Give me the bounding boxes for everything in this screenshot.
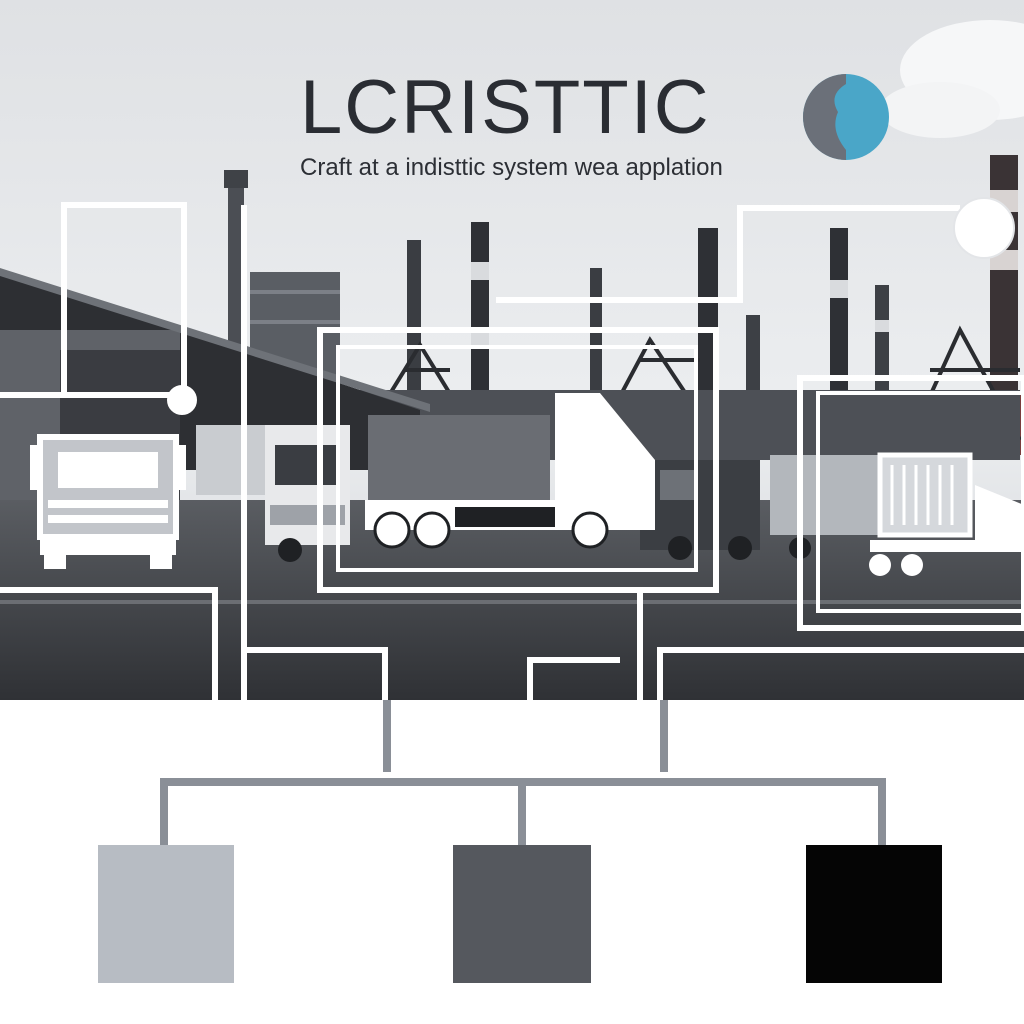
color-swatch-light (98, 845, 234, 983)
truck-background (196, 425, 890, 562)
ground-stripe (0, 600, 1024, 604)
cloud (880, 82, 1000, 138)
tree-connectors (160, 700, 886, 845)
color-swatch-dark (806, 845, 942, 983)
container-truck-icon (869, 452, 1024, 576)
truck-front-icon (30, 434, 186, 569)
page-title: LCRISTTIC (300, 65, 711, 150)
truck-side-icon (365, 393, 655, 549)
node-circle-icon (953, 197, 1015, 259)
logo-mark-icon (803, 74, 889, 160)
page-subtitle: Craft at a indisttic system wea applatio… (300, 154, 723, 181)
frame-lines (0, 202, 1024, 700)
color-swatch-mid (453, 845, 591, 983)
